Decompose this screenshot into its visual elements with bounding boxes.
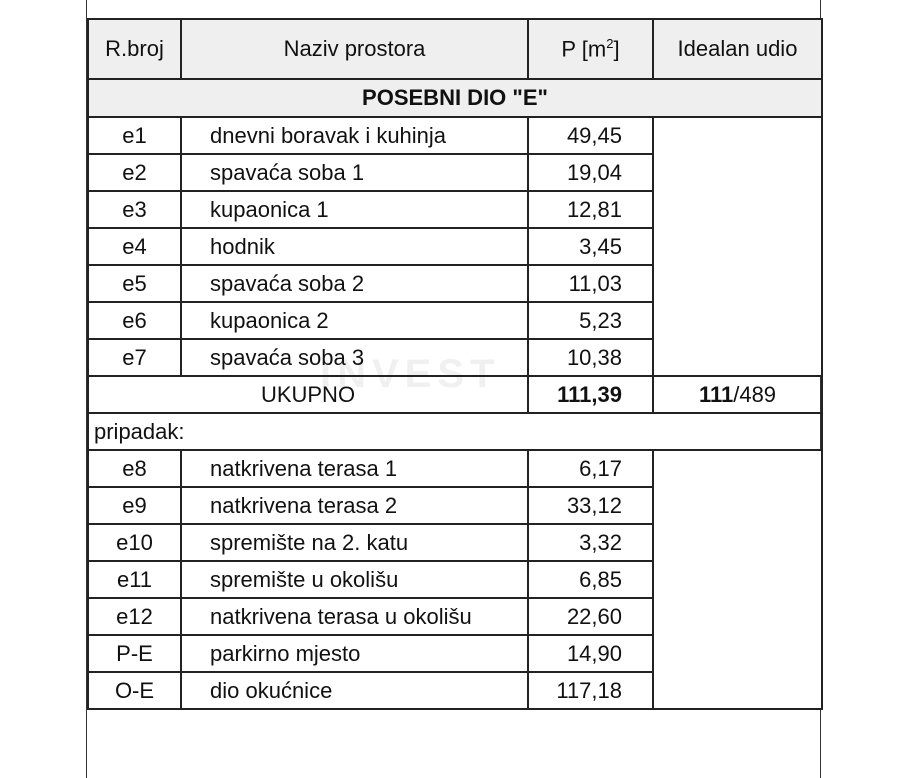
row-number: e4 (87, 227, 182, 266)
row-area: 11,03 (527, 264, 654, 303)
table-row: e8 natkrivena terasa 1 6,17 (87, 449, 823, 710)
appurtenance-header-row: pripadak: (87, 412, 823, 451)
row-number: e12 (87, 597, 182, 636)
share-cell-merged (652, 116, 823, 377)
row-name: natkrivena terasa u okolišu (180, 597, 529, 636)
table-row: e1 dnevni boravak i kuhinja 49,45 (87, 116, 823, 377)
table-row: e10 spremište na 2. katu 3,32 (87, 523, 822, 562)
row-number: e11 (87, 560, 182, 599)
row-number: e3 (87, 190, 182, 229)
row-area: 10,38 (527, 338, 654, 377)
total-row: UKUPNO 111,39 111/489 (87, 375, 823, 414)
row-name: spremište u okolišu (180, 560, 529, 599)
total-area: 111,39 (527, 375, 654, 414)
header-number: R.broj (87, 18, 182, 80)
row-area: 14,90 (527, 634, 654, 673)
row-area: 3,32 (527, 523, 654, 562)
header-name: Naziv prostora (180, 18, 529, 80)
table-row: P-E parkirno mjesto 14,90 (87, 634, 822, 673)
row-number: e2 (87, 153, 182, 192)
header-area: P [m2] (527, 18, 654, 80)
row-area: 22,60 (527, 597, 654, 636)
row-area: 117,18 (527, 671, 654, 710)
header-row: R.broj Naziv prostora P [m2] Idealan udi… (87, 18, 823, 80)
table-row: e6 kupaonica 2 5,23 (87, 301, 822, 340)
room-area-table: R.broj Naziv prostora P [m2] Idealan udi… (87, 18, 823, 710)
row-name: spavaća soba 2 (180, 264, 529, 303)
row-name: natkrivena terasa 2 (180, 486, 529, 525)
table-row: e9 natkrivena terasa 2 33,12 (87, 486, 822, 525)
section-row: POSEBNI DIO "E" (87, 78, 823, 118)
table-row: e12 natkrivena terasa u okolišu 22,60 (87, 597, 822, 636)
row-area: 3,45 (527, 227, 654, 266)
row-area: 6,17 (527, 449, 654, 488)
row-number: e6 (87, 301, 182, 340)
header-share: Idealan udio (652, 18, 823, 80)
table-row: e5 spavaća soba 2 11,03 (87, 264, 822, 303)
row-number: e9 (87, 486, 182, 525)
row-name: dnevni boravak i kuhinja (180, 116, 529, 155)
share-cell-merged (652, 449, 823, 710)
row-number: e7 (87, 338, 182, 377)
row-name: hodnik (180, 227, 529, 266)
row-area: 12,81 (527, 190, 654, 229)
row-number: e10 (87, 523, 182, 562)
appurtenance-label: pripadak: (87, 412, 823, 451)
row-name: dio okućnice (180, 671, 529, 710)
row-name: spavaća soba 3 (180, 338, 529, 377)
row-number: P-E (87, 634, 182, 673)
table-row: e4 hodnik 3,45 (87, 227, 822, 266)
row-area: 6,85 (527, 560, 654, 599)
table-row: O-E dio okućnice 117,18 (87, 671, 822, 710)
row-name: natkrivena terasa 1 (180, 449, 529, 488)
row-number: e1 (87, 116, 182, 155)
row-name: spavaća soba 1 (180, 153, 529, 192)
row-name: parkirno mjesto (180, 634, 529, 673)
table-row: e11 spremište u okolišu 6,85 (87, 560, 822, 599)
row-area: 5,23 (527, 301, 654, 340)
total-label: UKUPNO (87, 375, 529, 414)
row-name: spremište na 2. katu (180, 523, 529, 562)
row-area: 19,04 (527, 153, 654, 192)
table-row: e7 spavaća soba 3 10,38 (87, 338, 822, 377)
row-number: O-E (87, 671, 182, 710)
row-name: kupaonica 1 (180, 190, 529, 229)
total-share: 111/489 (652, 375, 823, 414)
row-name: kupaonica 2 (180, 301, 529, 340)
row-number: e5 (87, 264, 182, 303)
table-row: e2 spavaća soba 1 19,04 (87, 153, 822, 192)
row-area: 33,12 (527, 486, 654, 525)
row-area: 49,45 (527, 116, 654, 155)
section-title: POSEBNI DIO "E" (87, 78, 823, 118)
row-number: e8 (87, 449, 182, 488)
table-row: e3 kupaonica 1 12,81 (87, 190, 822, 229)
